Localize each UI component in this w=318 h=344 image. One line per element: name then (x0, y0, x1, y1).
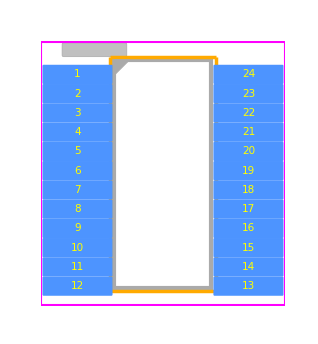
Text: 11: 11 (71, 262, 84, 272)
Bar (114, 60, 211, 288)
Text: 14: 14 (242, 262, 255, 272)
FancyBboxPatch shape (43, 257, 113, 277)
FancyBboxPatch shape (213, 161, 283, 180)
FancyBboxPatch shape (43, 277, 113, 296)
Text: 9: 9 (74, 223, 81, 233)
Text: 22: 22 (242, 108, 255, 118)
Text: 18: 18 (242, 185, 255, 195)
FancyBboxPatch shape (213, 257, 283, 277)
FancyBboxPatch shape (213, 238, 283, 257)
Text: 21: 21 (242, 127, 255, 137)
Text: 13: 13 (242, 281, 255, 291)
Text: 12: 12 (71, 281, 84, 291)
FancyBboxPatch shape (43, 103, 113, 122)
Text: 4: 4 (74, 127, 81, 137)
FancyBboxPatch shape (213, 219, 283, 238)
FancyBboxPatch shape (43, 200, 113, 219)
Text: 17: 17 (242, 204, 255, 214)
Text: 2: 2 (74, 89, 81, 99)
FancyBboxPatch shape (62, 43, 127, 57)
FancyBboxPatch shape (213, 65, 283, 84)
Text: 1: 1 (74, 69, 81, 79)
FancyBboxPatch shape (43, 238, 113, 257)
Text: 7: 7 (74, 185, 81, 195)
FancyBboxPatch shape (43, 219, 113, 238)
FancyBboxPatch shape (213, 122, 283, 142)
Text: 16: 16 (242, 223, 255, 233)
FancyBboxPatch shape (213, 103, 283, 122)
Text: 19: 19 (242, 166, 255, 176)
Text: 23: 23 (242, 89, 255, 99)
FancyBboxPatch shape (213, 277, 283, 296)
FancyBboxPatch shape (213, 84, 283, 103)
Text: 5: 5 (74, 147, 81, 157)
Text: 20: 20 (242, 147, 255, 157)
Text: 24: 24 (242, 69, 255, 79)
Text: 15: 15 (242, 243, 255, 252)
FancyBboxPatch shape (213, 200, 283, 219)
FancyBboxPatch shape (43, 142, 113, 161)
FancyBboxPatch shape (43, 84, 113, 103)
Text: 8: 8 (74, 204, 81, 214)
FancyBboxPatch shape (213, 180, 283, 200)
Text: 6: 6 (74, 166, 81, 176)
FancyBboxPatch shape (43, 180, 113, 200)
FancyBboxPatch shape (213, 142, 283, 161)
FancyBboxPatch shape (43, 122, 113, 142)
Text: 10: 10 (71, 243, 84, 252)
Polygon shape (114, 60, 130, 75)
Text: 3: 3 (74, 108, 81, 118)
FancyBboxPatch shape (43, 161, 113, 180)
FancyBboxPatch shape (43, 65, 113, 84)
